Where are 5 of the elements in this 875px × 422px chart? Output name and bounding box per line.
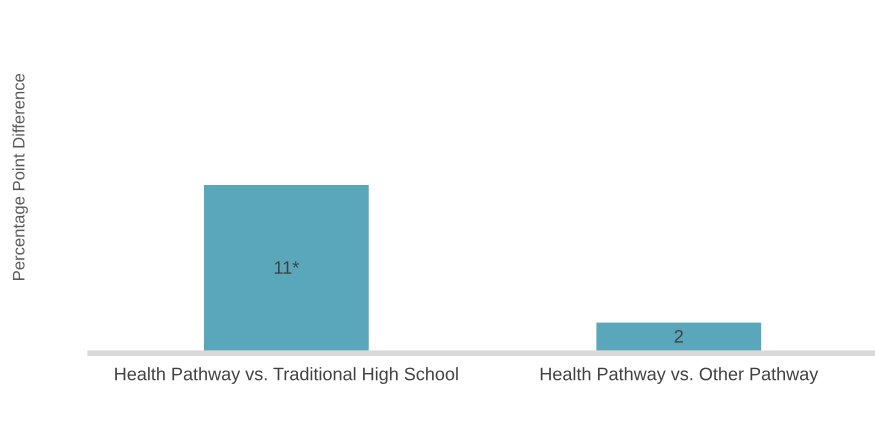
x-tick-label: Health Pathway vs. Other Pathway (540, 367, 818, 384)
data-label: 2 (674, 330, 683, 343)
y-axis-title: Percentage Point Difference (12, 74, 28, 280)
x-tick-label: Health Pathway vs. Traditional High School (115, 367, 458, 384)
data-label: 11* (274, 261, 299, 274)
